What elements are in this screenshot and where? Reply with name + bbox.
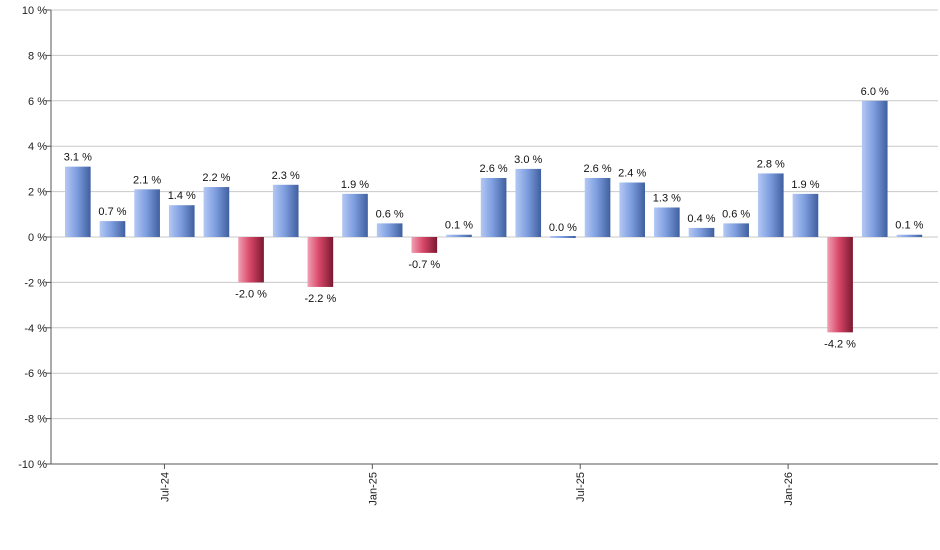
data-label: 1.4 %: [168, 190, 196, 202]
y-tick-label: -4 %: [24, 323, 47, 335]
bar-May-26: [861, 100, 888, 237]
bar-Jun-26: [896, 234, 923, 237]
y-tick-label: 6 %: [28, 96, 47, 108]
y-tick-label: 10 %: [22, 5, 47, 17]
data-label: 3.1 %: [64, 152, 92, 164]
data-label: 1.9 %: [791, 179, 819, 191]
bar-May-25: [446, 234, 472, 237]
y-tick-label: -8 %: [24, 414, 47, 426]
x-tick-label: Jul-25: [575, 472, 587, 502]
bar-Aug-24: [134, 189, 160, 237]
data-label: 0.6 %: [722, 208, 750, 220]
y-tick-label: 0 %: [28, 232, 47, 244]
bar-Aug-25: [550, 236, 576, 238]
data-label: 1.9 %: [341, 179, 369, 191]
data-labels: 3.1 % 0.7 % 2.1 % 1.4 % 2.2 % -2.0 % 2.3 % -2.2…: [64, 86, 924, 351]
bar-Feb-26: [757, 173, 784, 237]
bar-Dec-24: [272, 184, 299, 237]
data-label: 2.6 %: [583, 163, 611, 175]
x-axis: Jul-24 Jan-25 Jul-25 Jan-26: [51, 463, 938, 506]
y-tick-label: -6 %: [24, 368, 47, 380]
bar-Nov-24: [238, 237, 264, 283]
data-label: 2.1 %: [133, 174, 161, 186]
bar-Jan-26: [723, 223, 749, 237]
bar-Jul-25: [515, 168, 542, 237]
data-label: 2.8 %: [757, 158, 785, 170]
bar-Sep-25: [584, 177, 611, 237]
y-tick-label: 2 %: [28, 187, 47, 199]
data-label: 2.4 %: [618, 168, 646, 180]
bar-Jun-24: [65, 166, 91, 237]
data-label: 0.6 %: [376, 208, 404, 220]
x-tick-label: Jan-26: [783, 472, 795, 506]
data-label: 0.1 %: [895, 220, 923, 232]
bar-Nov-25: [654, 207, 680, 237]
y-tick-label: -2 %: [24, 277, 47, 289]
bar-Sep-24: [168, 205, 195, 237]
bar-Oct-25: [619, 182, 646, 237]
y-tick-label: -10 %: [18, 459, 47, 471]
bar-Mar-26: [792, 193, 819, 237]
bar-Jul-24: [99, 221, 126, 237]
data-label: 3.0 %: [514, 154, 542, 166]
data-label: -2.2 %: [304, 293, 336, 305]
x-tick-label: Jul-24: [159, 472, 171, 502]
data-label: -4.2 %: [824, 338, 856, 350]
bar-Mar-25: [376, 223, 403, 237]
bar-Feb-25: [342, 193, 368, 237]
y-tick-label: 4 %: [28, 141, 47, 153]
x-tick-label: Jan-25: [367, 472, 379, 506]
data-label: 1.3 %: [653, 192, 681, 204]
bar-Jun-25: [480, 177, 507, 237]
data-label: 0.4 %: [687, 213, 715, 225]
data-label: 2.6 %: [480, 163, 508, 175]
data-label: 2.3 %: [272, 170, 300, 182]
data-label: 6.0 %: [861, 86, 889, 98]
data-label: 0.0 %: [549, 222, 577, 234]
bars: [65, 100, 923, 333]
bar-Dec-25: [688, 227, 715, 237]
bar-Jan-25: [307, 237, 334, 287]
data-label: -0.7 %: [408, 259, 440, 271]
data-label: -2.0 %: [235, 288, 267, 300]
data-label: 2.2 %: [202, 172, 230, 184]
bar-Oct-24: [203, 187, 230, 237]
bar-Apr-25: [411, 237, 438, 253]
bar-Apr-26: [827, 237, 853, 333]
data-label: 0.1 %: [445, 220, 473, 232]
y-tick-label: 8 %: [28, 50, 47, 62]
data-label: 0.7 %: [98, 206, 126, 218]
y-axis: 10 % 8 % 6 % 4 % 2 % 0 % -2 % -4 % -6 % -8 % -10 %: [18, 5, 52, 471]
